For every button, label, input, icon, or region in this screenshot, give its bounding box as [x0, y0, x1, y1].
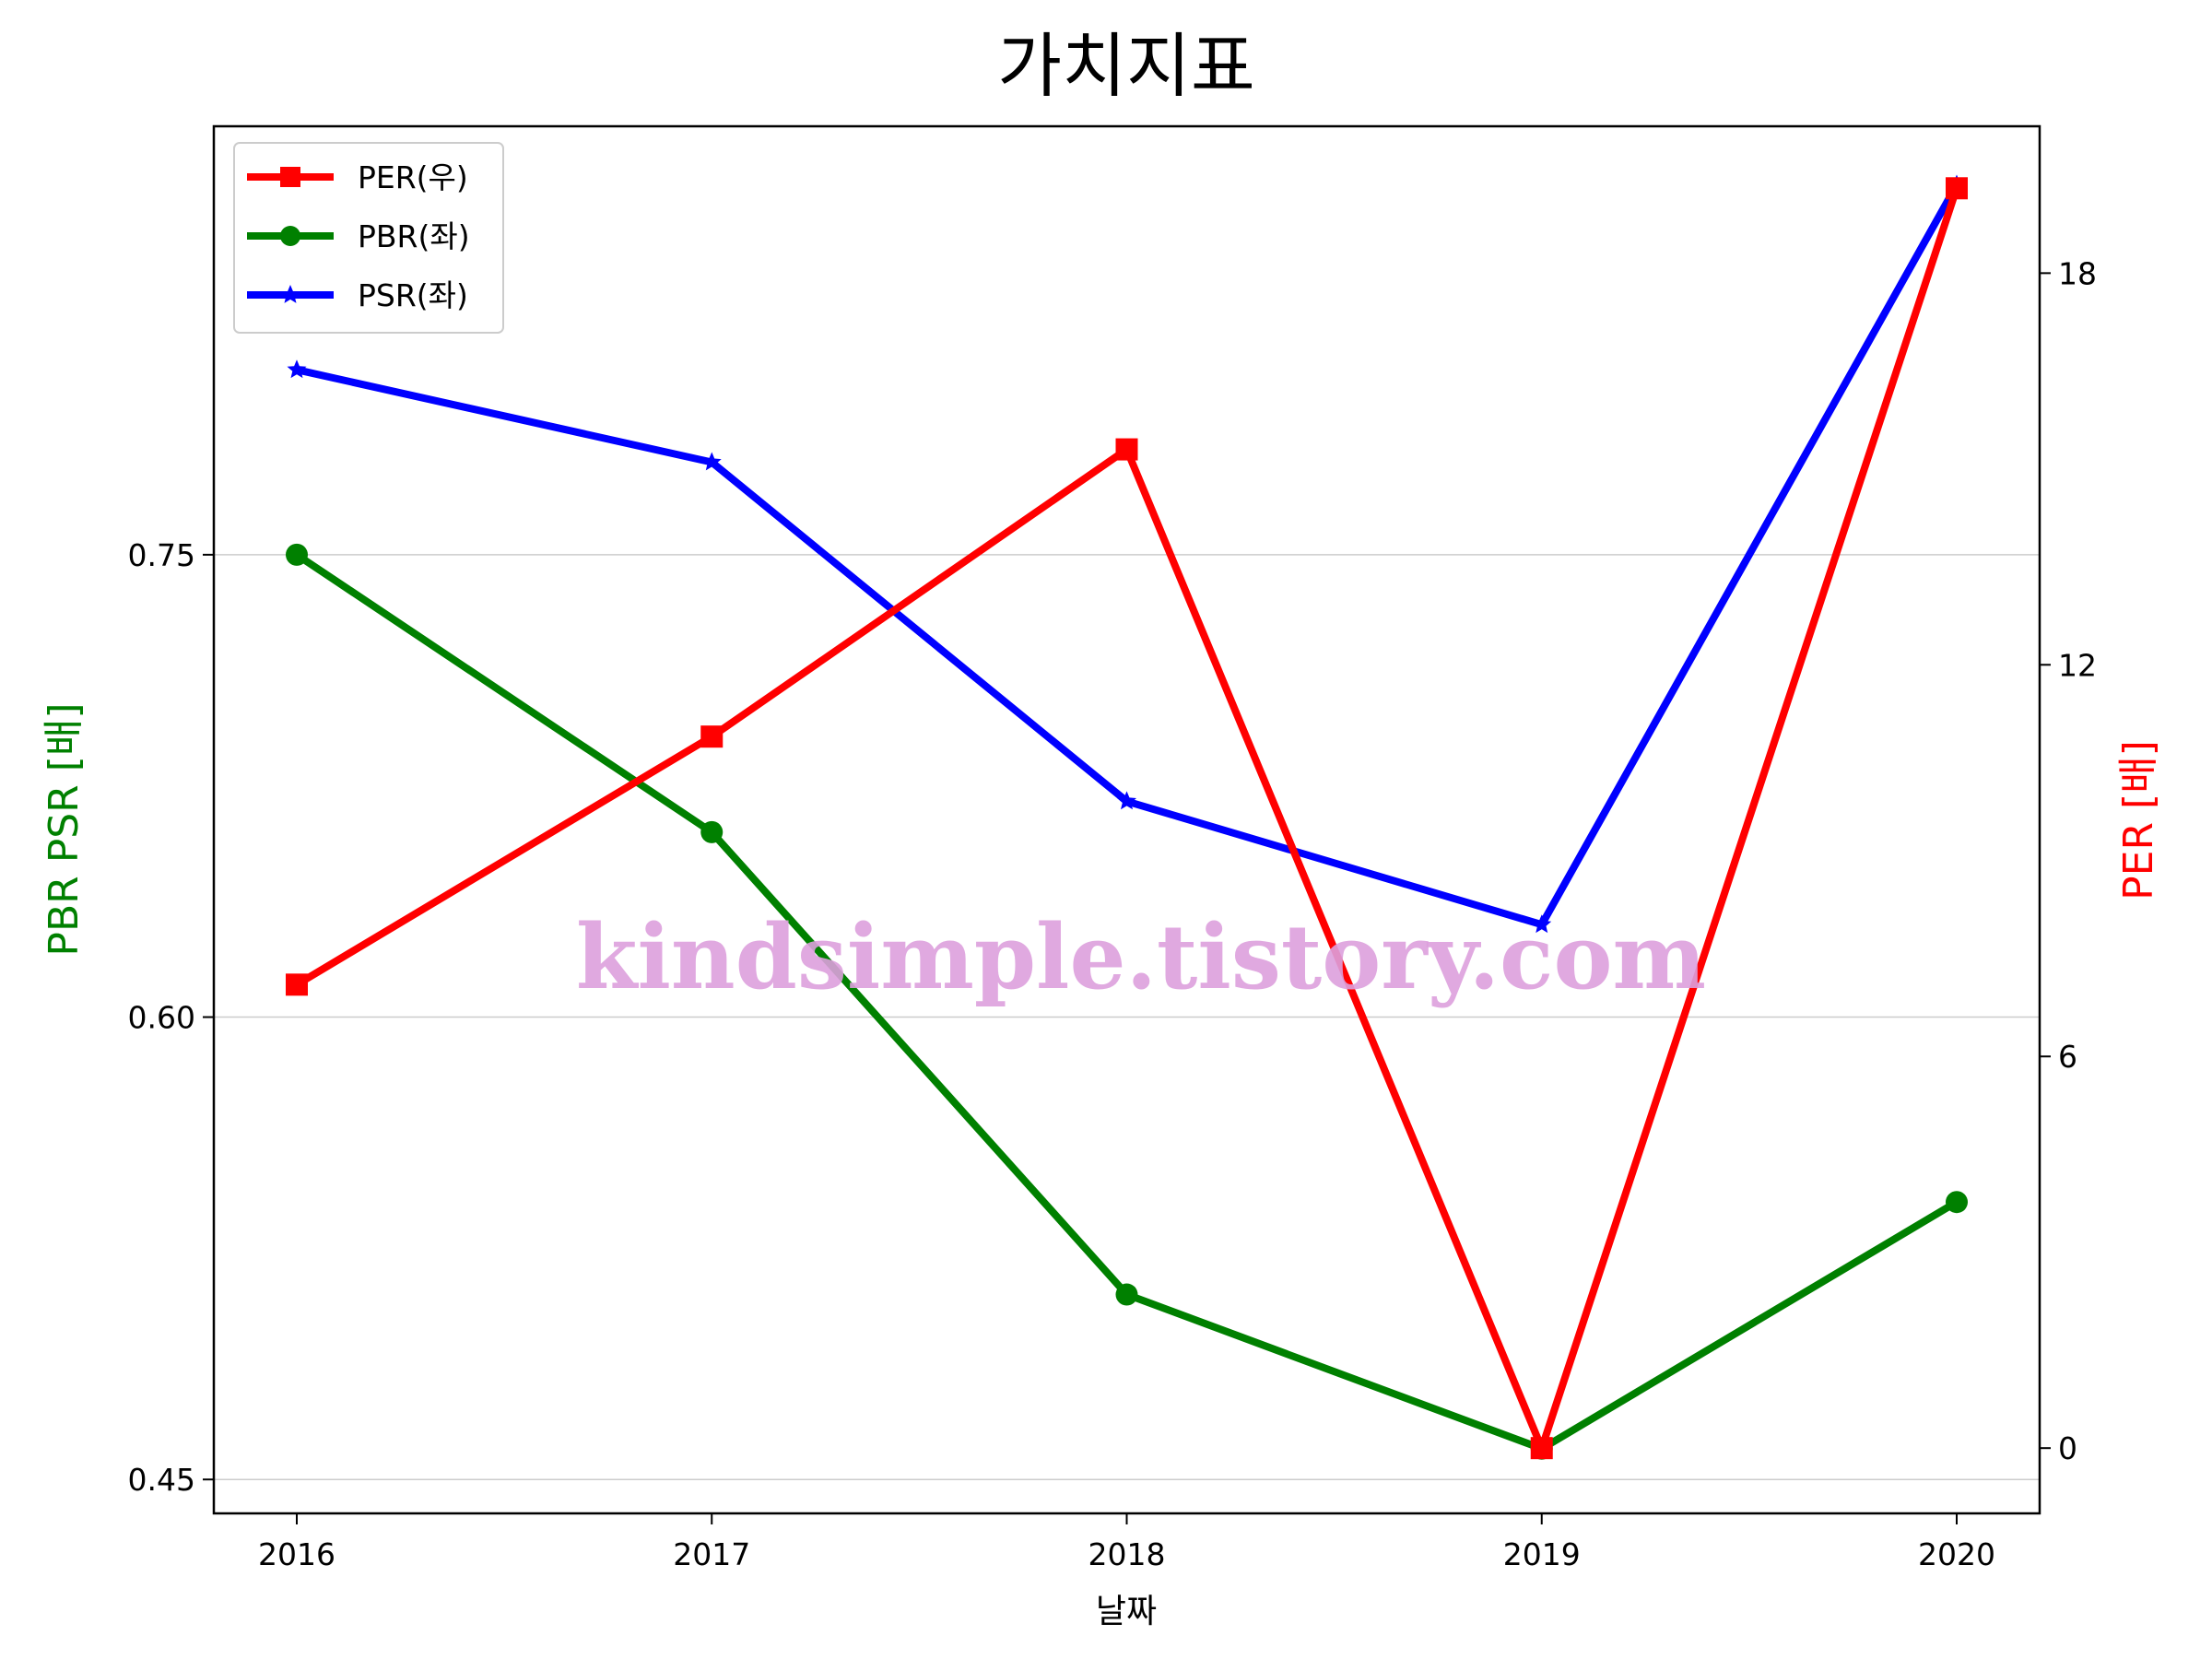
x-tick-label: 2018	[1088, 1536, 1166, 1572]
data-point	[280, 285, 300, 303]
legend-box	[233, 142, 504, 334]
x-axis-label: 날짜	[1096, 1593, 1157, 1630]
data-point	[1946, 1191, 1968, 1214]
data-point	[700, 725, 724, 748]
legend: PER(우) PBR(좌) PSR(좌)	[233, 142, 504, 334]
data-point	[287, 359, 307, 379]
right-y-tick-label: 18	[2058, 255, 2097, 291]
right-y-axis-label: PER [배]	[2115, 740, 2162, 900]
data-point	[1530, 1437, 1553, 1460]
data-point	[700, 820, 724, 843]
data-point	[280, 167, 300, 187]
data-point	[1946, 177, 1968, 200]
data-point	[1115, 1283, 1138, 1306]
gridlines	[214, 554, 2040, 1480]
data-point	[1117, 791, 1136, 810]
chart-title: 가치지표	[997, 25, 1255, 107]
series-square	[286, 177, 1968, 1460]
data-point	[1532, 914, 1552, 934]
left-y-tick-label: 0.60	[128, 1000, 195, 1036]
x-axis: 2016 2017 2018 2019 2020	[258, 1513, 1995, 1572]
data-point	[1115, 438, 1138, 461]
legend-label: PBR(좌)	[358, 218, 470, 254]
data-point	[286, 973, 308, 996]
left-y-axis: 0.45 0.60 0.75	[128, 537, 214, 1498]
left-y-axis-label: PBR PSR [배]	[41, 702, 88, 956]
right-y-tick-label: 12	[2058, 647, 2097, 683]
legend-label: PSR(좌)	[358, 277, 468, 313]
legend-label: PER(우)	[358, 159, 468, 195]
series-star	[287, 174, 1967, 934]
plot-frame	[212, 124, 2041, 1515]
right-y-tick-label: 0	[2058, 1430, 2077, 1466]
right-y-axis: 0 6 12 18	[2040, 255, 2097, 1466]
x-tick-label: 2017	[673, 1536, 750, 1572]
left-y-tick-label: 0.45	[128, 1462, 195, 1498]
data-point	[280, 226, 300, 246]
x-tick-label: 2019	[1503, 1536, 1581, 1572]
series-layer	[286, 174, 1968, 1460]
x-tick-label: 2020	[1918, 1536, 1995, 1572]
right-y-tick-label: 6	[2058, 1039, 2077, 1075]
data-point	[286, 543, 308, 566]
watermark: kindsimple.tistory.com	[576, 905, 1706, 1009]
data-point	[701, 452, 722, 471]
x-tick-label: 2016	[258, 1536, 335, 1572]
left-y-tick-label: 0.75	[128, 537, 195, 573]
